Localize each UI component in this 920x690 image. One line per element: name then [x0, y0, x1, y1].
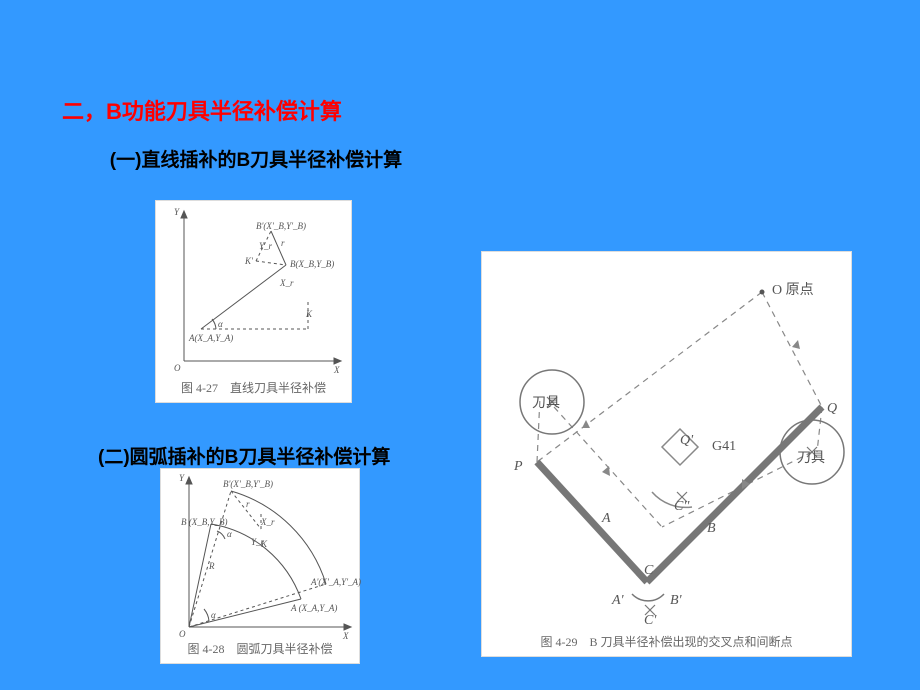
- svg-text:K: K: [305, 309, 313, 319]
- figure-4-29: O 原点 刀具 刀具 P Q Q' A B C A' B' C' C'' G41…: [481, 251, 852, 657]
- svg-text:B'(X'_B,Y'_B): B'(X'_B,Y'_B): [256, 221, 306, 231]
- svg-text:B'(X'_B,Y'_B): B'(X'_B,Y'_B): [223, 479, 273, 489]
- svg-text:C': C': [644, 613, 657, 628]
- svg-text:O: O: [179, 629, 186, 639]
- svg-text:A(X_A,Y_A): A(X_A,Y_A): [188, 333, 233, 343]
- svg-text:A'(X'_A,Y'_A): A'(X'_A,Y'_A): [310, 577, 361, 587]
- svg-text:K: K: [260, 539, 268, 549]
- svg-text:α: α: [218, 319, 223, 329]
- figure-4-27-caption: 图 4-27 直线刀具半径补偿: [156, 379, 351, 396]
- svg-text:P: P: [513, 459, 523, 474]
- page-title: 二，B功能刀具半径补偿计算: [62, 94, 342, 126]
- svg-text:C: C: [644, 563, 654, 578]
- svg-text:K': K': [244, 256, 254, 266]
- figure-4-28: O X Y A (X_A,Y_A) A'(X'_A,Y'_A) B (X_B,Y…: [160, 468, 360, 664]
- svg-text:B (X_B,Y_B): B (X_B,Y_B): [181, 517, 228, 527]
- svg-text:B(X_B,Y_B): B(X_B,Y_B): [290, 259, 334, 269]
- section-2-heading: (二)圆弧插补的B刀具半径补偿计算: [98, 442, 390, 469]
- svg-text:Q: Q: [827, 401, 837, 416]
- svg-text:X_r: X_r: [279, 278, 294, 288]
- svg-text:Y: Y: [179, 473, 185, 483]
- figure-4-28-caption: 图 4-28 圆弧刀具半径补偿: [161, 640, 359, 657]
- figure-4-27: O X Y A(X_A,Y_A) B(X_B,Y_B) B'(X'_B,Y'_B…: [155, 200, 352, 403]
- figure-4-28-svg: O X Y A (X_A,Y_A) A'(X'_A,Y'_A) B (X_B,Y…: [161, 469, 361, 645]
- svg-text:C'': C'': [674, 499, 690, 514]
- svg-text:O 原点: O 原点: [772, 282, 814, 298]
- svg-text:R: R: [208, 561, 215, 571]
- svg-text:Y: Y: [174, 207, 180, 217]
- svg-text:O: O: [174, 363, 181, 373]
- svg-text:α: α: [211, 610, 216, 620]
- svg-text:r: r: [281, 238, 285, 248]
- svg-text:刀具: 刀具: [532, 396, 560, 411]
- svg-text:A: A: [601, 511, 611, 526]
- figure-4-29-caption: 图 4-29 B 刀具半径补偿出现的交叉点和间断点: [482, 633, 851, 650]
- svg-text:G41: G41: [712, 439, 736, 454]
- svg-text:A': A': [611, 593, 625, 608]
- section-1-heading: (一)直线插补的B刀具半径补偿计算: [68, 148, 408, 175]
- figure-4-27-svg: O X Y A(X_A,Y_A) B(X_B,Y_B) B'(X'_B,Y'_B…: [156, 201, 353, 381]
- svg-text:B: B: [707, 521, 716, 536]
- svg-text:X_r: X_r: [260, 517, 275, 527]
- svg-text:A (X_A,Y_A): A (X_A,Y_A): [290, 603, 337, 613]
- svg-text:α: α: [227, 529, 232, 539]
- svg-text:X: X: [333, 365, 340, 375]
- svg-text:Q': Q': [680, 433, 694, 448]
- svg-text:Y_r: Y_r: [259, 241, 273, 251]
- svg-text:B': B': [670, 593, 683, 608]
- figure-4-29-svg: O 原点 刀具 刀具 P Q Q' A B C A' B' C' C'' G41: [482, 252, 853, 636]
- svg-text:r: r: [246, 499, 250, 509]
- svg-text:刀具: 刀具: [797, 451, 825, 466]
